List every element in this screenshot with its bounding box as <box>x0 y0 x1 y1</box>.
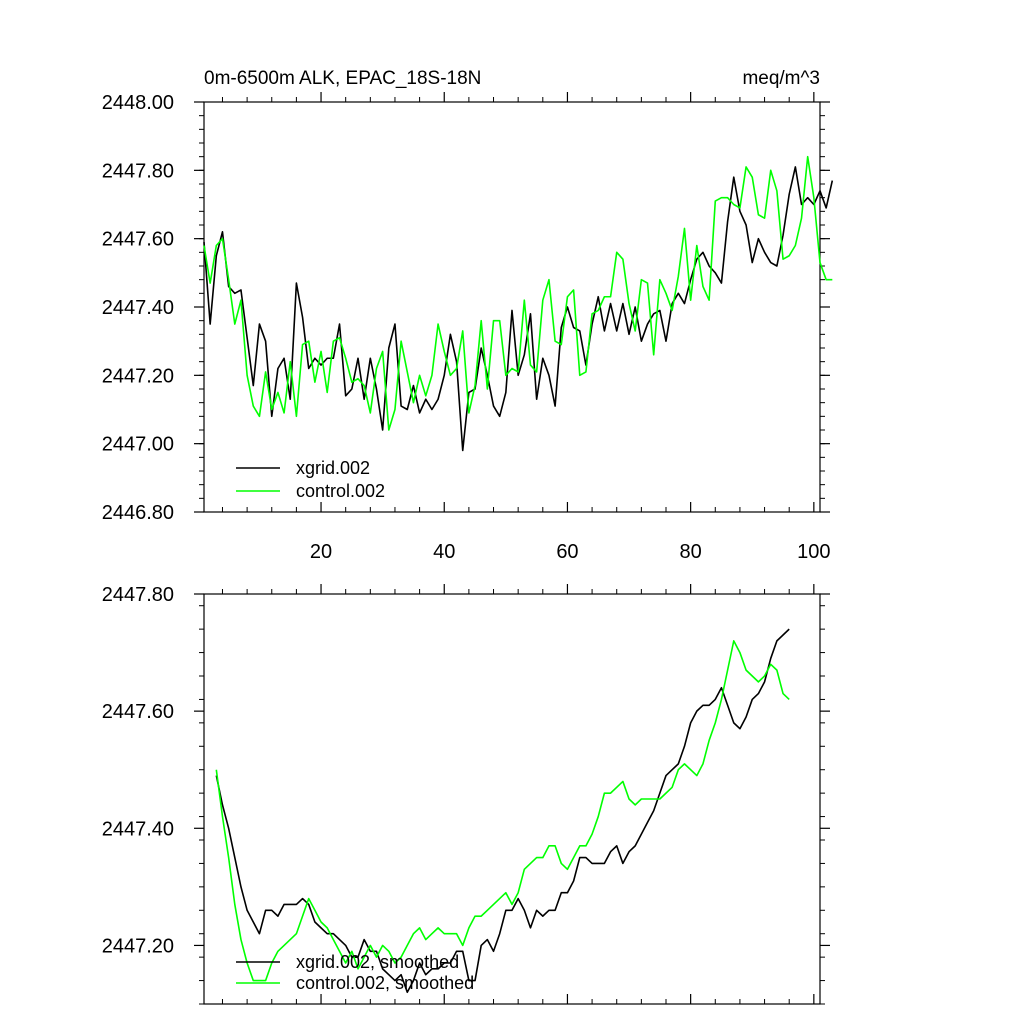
x-tick-label: 100 <box>797 541 830 563</box>
top-x-tick-labels: 20 40 60 80 100 <box>310 541 831 563</box>
legend-label: xgrid.002 <box>296 458 370 478</box>
x-tick-label: 60 <box>556 541 578 563</box>
y-tick-label: 2447.60 <box>102 701 174 723</box>
series-line-control <box>215 640 790 982</box>
y-tick-label: 2447.40 <box>102 818 174 840</box>
top-panel: 0m-6500m ALK, EPAC_18S-18N meq/m^3 2446.… <box>102 68 834 563</box>
series-line-xgrid <box>203 166 834 452</box>
y-tick-label: 2446.80 <box>102 502 174 524</box>
legend-label: control.002, smoothed <box>296 973 474 993</box>
top-plot-frame <box>203 101 821 513</box>
y-tick-label: 2447.20 <box>102 935 174 957</box>
top-panel-title: 0m-6500m ALK, EPAC_18S-18N <box>204 68 481 89</box>
bottom-series-lines <box>215 628 790 994</box>
x-tick-label: 80 <box>680 541 702 563</box>
top-panel-units: meq/m^3 <box>742 68 820 89</box>
legend-label: xgrid.002, smoothed <box>296 952 459 972</box>
top-legend: xgrid.002 control.002 <box>236 458 385 501</box>
legend-label: control.002 <box>296 481 385 501</box>
top-major-ticks <box>194 92 830 513</box>
series-line-control <box>203 155 833 431</box>
y-tick-label: 2448.00 <box>102 92 174 114</box>
bottom-plot-frame <box>203 593 821 1005</box>
y-tick-label: 2447.80 <box>102 584 174 606</box>
y-tick-label: 2447.40 <box>102 297 174 319</box>
bottom-minor-ticks <box>199 589 825 1005</box>
y-tick-label: 2447.60 <box>102 229 174 251</box>
bottom-y-tick-labels: 2447.20 2447.40 2447.60 2447.80 <box>102 584 174 957</box>
y-tick-label: 2447.80 <box>102 160 174 182</box>
top-y-tick-labels: 2446.80 2447.00 2447.20 2447.40 2447.60 2447.… <box>102 92 174 524</box>
x-tick-label: 20 <box>310 541 332 563</box>
series-line-xgrid <box>215 628 790 994</box>
y-tick-label: 2447.00 <box>102 434 174 456</box>
top-series-lines <box>203 155 834 452</box>
x-tick-label: 40 <box>433 541 455 563</box>
bottom-panel: 2447.20 2447.40 2447.60 2447.80 xgrid.002, … <box>102 584 830 1005</box>
top-minor-ticks <box>199 97 825 513</box>
y-tick-label: 2447.20 <box>102 365 174 387</box>
bottom-major-ticks <box>194 584 830 1004</box>
